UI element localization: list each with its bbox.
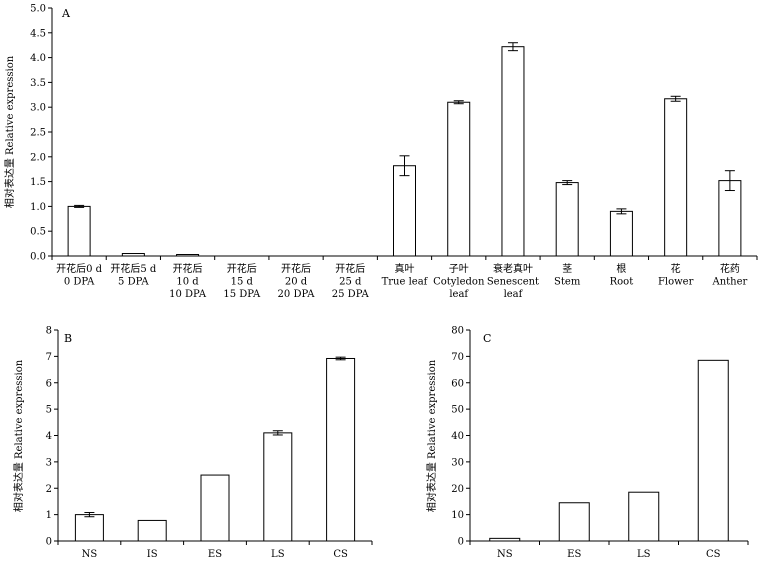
y-tick-label: 4 [46,431,52,442]
y-tick-label: 3.5 [30,78,46,89]
x-tick-label: 衰老真叶 [493,262,533,275]
bar [555,182,579,257]
bar [718,180,742,257]
y-tick-label: 50 [451,405,464,416]
x-tick-label: 开花后 [335,262,365,275]
chart-panel-a: 0.0 0.5 1.0 1.5 2.0 2.5 3.0 3.5 4.0 4.5 5.0 开花后0 d 0… [3,4,758,300]
x-tick-label: 根 [616,262,626,275]
chart-panel-b: 0 1 2 3 4 5 6 7 8 NS IS ES LS CS 相对表达量 Relative expres… [12,326,373,560]
x-tick-label: 10 d [176,277,199,288]
x-tick-label: 花药 [720,262,740,275]
y-tick-label: 0 [458,537,464,548]
bar [67,205,91,257]
bar [176,254,200,257]
y-tick-label: 8 [46,326,52,337]
panel-label: A [61,7,71,20]
x-tick-label: 0 DPA [64,277,95,288]
y-tick-label: 3.0 [30,103,46,114]
bar [121,253,145,257]
x-tick-label: 5 DPA [118,277,149,288]
y-tick-label: 7 [46,352,52,363]
x-tick-label: 子叶 [449,263,469,275]
x-tick-label: leaf [449,289,469,300]
bar [137,519,167,542]
y-tick-label: 6 [46,378,52,389]
bar [697,359,729,542]
y-tick-label: 4.5 [30,28,46,39]
bar [501,46,525,257]
y-tick-label: 0.5 [30,227,46,238]
chart-panel-c: 0 10 20 30 40 50 60 70 80 NS ES LS CS 相对表达量 Relative … [425,326,749,560]
y-tick-label: 5.0 [30,4,46,15]
x-tick-label: 开花后5 d [110,262,157,275]
x-tick-label: ES [208,549,222,560]
bar [664,98,688,257]
x-tick-label: 开花后0 d [56,262,103,275]
x-tick-label: Cotyledon [433,277,485,288]
x-tick-label: 茎 [562,263,572,275]
y-tick-label: 30 [451,457,464,468]
bar [628,491,660,542]
x-tick-label: NS [82,549,98,560]
x-tick-label: 15 d [231,277,254,288]
bar [74,514,104,542]
y-tick-label: 2 [46,484,52,495]
y-tick-label: 40 [451,431,464,442]
bar [489,537,521,542]
x-tick-label: 25 d [339,277,362,288]
x-tick-label: CS [706,549,721,560]
x-tick-label: ES [567,549,581,560]
y-tick-label: 4.0 [30,53,46,64]
y-tick-label: 0 [46,537,52,548]
y-tick-label: 20 [451,484,464,495]
bar [393,165,416,257]
panel-label: C [483,332,491,345]
y-tick-label: 80 [451,326,464,337]
panel-label: B [64,332,72,345]
bar [609,210,633,257]
x-tick-label: Root [610,277,634,288]
x-tick-label: 15 DPA [223,289,261,300]
y-tick-label: 3 [46,457,52,468]
bar [263,432,293,542]
y-tick-label: 60 [451,378,464,389]
y-tick-label: 70 [451,352,464,363]
x-tick-label: Senescent [487,277,539,288]
x-tick-label: 25 DPA [332,289,370,300]
bar [447,101,471,257]
y-tick-label: 2.0 [30,152,46,163]
x-tick-label: 开花后 [281,262,311,275]
bar [558,502,590,542]
y-tick-label: 2.5 [30,128,46,139]
x-tick-label: LS [637,549,651,560]
x-tick-label: 20 d [285,277,308,288]
x-tick-label: CS [333,549,348,560]
x-tick-label: 花 [671,262,681,275]
y-tick-label: 1 [46,510,52,521]
x-tick-label: 20 DPA [278,289,316,300]
y-tick-label: 1.0 [30,202,46,213]
x-tick-label: 真叶 [395,262,415,275]
y-tick-label: 0.0 [30,252,46,263]
x-tick-label: 开花后 [227,262,257,275]
x-tick-label: NS [497,549,513,560]
y-axis-title: 相对表达量 Relative expression [12,359,25,512]
bar [200,474,230,542]
y-axis-title: 相对表达量 Relative expression [425,359,438,512]
y-tick-label: 5 [46,405,52,416]
bar [326,357,356,542]
x-tick-label: Flower [658,277,694,288]
y-tick-label: 10 [451,510,464,521]
x-tick-label: IS [147,549,158,560]
x-tick-label: 开花后 [173,262,203,275]
y-axis-title: 相对表达量 Relative expression [3,55,16,208]
x-tick-label: Anther [711,277,747,288]
x-tick-label: leaf [504,289,524,300]
x-tick-label: LS [271,549,285,560]
x-tick-label: 10 DPA [169,289,207,300]
y-tick-label: 1.5 [30,177,46,188]
x-tick-label: Stem [554,277,581,288]
x-tick-label: True leaf [382,277,429,288]
